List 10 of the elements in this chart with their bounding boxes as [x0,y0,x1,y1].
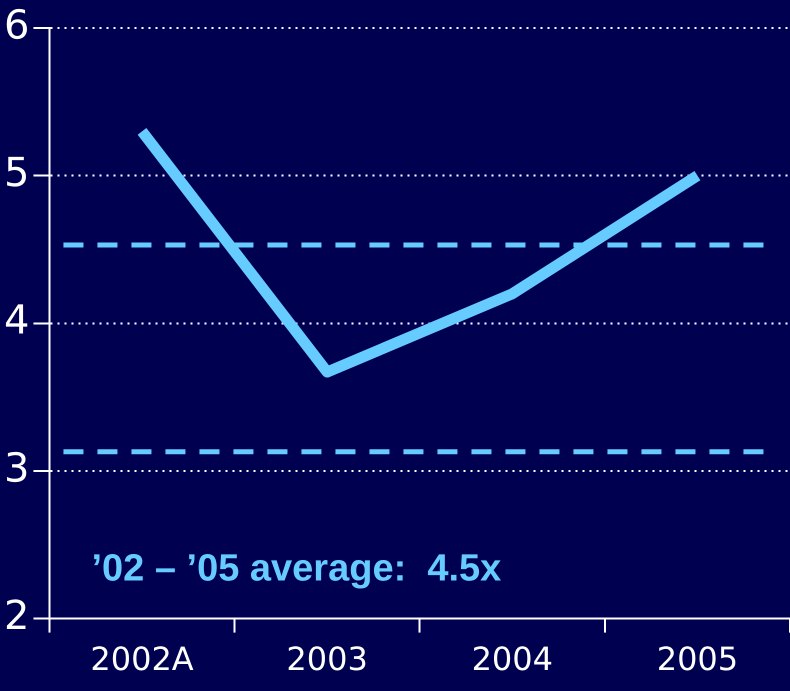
y-tick-label: 6 [4,2,30,48]
y-tick-label: 2 [4,592,30,639]
x-tick-label: 2004 [472,640,554,678]
x-tick-label: 2002A [90,640,194,678]
annotation: ’02 – ’05 average: 4.5x [91,548,502,590]
y-tick-label: 4 [4,298,30,344]
x-tick-label: 2005 [656,640,738,678]
y-tick-label: 5 [4,150,30,196]
y-tick-label: 3 [4,445,30,492]
x-tick-label: 2003 [286,640,368,678]
